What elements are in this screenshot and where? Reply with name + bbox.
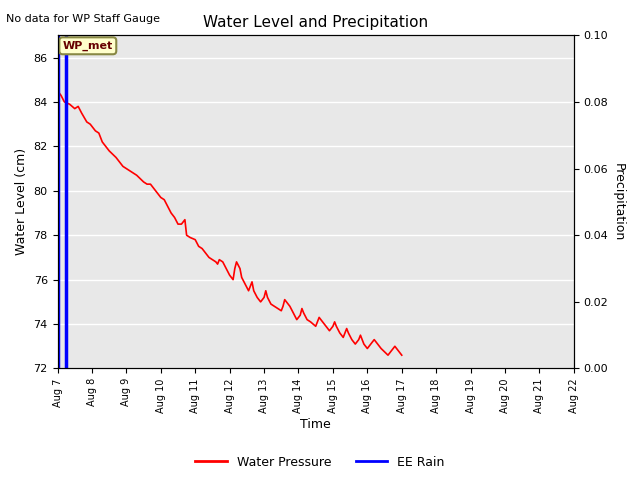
Water Pressure <box>398 352 406 358</box>
Legend: Water Pressure, EE Rain: Water Pressure, EE Rain <box>190 451 450 474</box>
Title: Water Level and Precipitation: Water Level and Precipitation <box>203 15 428 30</box>
Text: No data for WP Staff Gauge: No data for WP Staff Gauge <box>6 14 161 24</box>
Water Pressure <box>57 93 65 98</box>
Text: WP_met: WP_met <box>63 41 113 51</box>
Y-axis label: Water Level (cm): Water Level (cm) <box>15 148 28 255</box>
Water Pressure <box>384 352 392 358</box>
Water Pressure <box>119 164 127 169</box>
Y-axis label: Precipitation: Precipitation <box>612 163 625 241</box>
Water Pressure <box>231 265 239 271</box>
X-axis label: Time: Time <box>300 419 331 432</box>
Water Pressure <box>54 88 61 94</box>
Water Pressure <box>316 314 323 320</box>
Water Pressure <box>314 319 321 325</box>
Line: Water Pressure: Water Pressure <box>58 91 402 355</box>
Water Pressure <box>394 348 402 354</box>
